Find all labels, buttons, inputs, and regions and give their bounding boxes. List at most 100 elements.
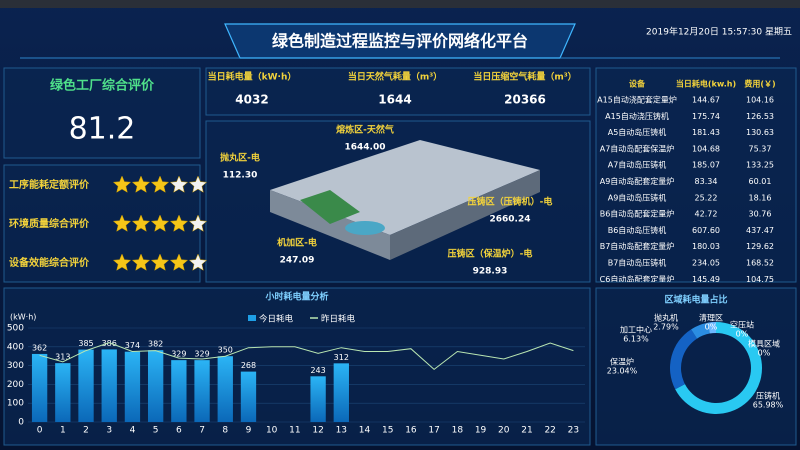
bar-value-label: 350 [218, 346, 233, 355]
area-label: 机加区-电 [277, 237, 317, 249]
y-axis-unit: (kW·h) [10, 313, 36, 322]
table-cell: B6自动岛压铸机 [608, 225, 667, 235]
bar-value-label: 374 [125, 341, 140, 350]
table-cell: 104.75 [746, 275, 774, 284]
table-cell: 75.37 [749, 144, 772, 153]
bar-value-label: 268 [241, 361, 256, 370]
bar [310, 376, 326, 422]
star [188, 253, 208, 271]
table-cell: 185.07 [692, 161, 720, 170]
bar [78, 349, 94, 422]
table-cell: 437.47 [746, 226, 774, 235]
slice-label: 压铸机 [756, 391, 780, 401]
bar [240, 371, 257, 422]
table-cell: A7自动岛压铸机 [608, 160, 667, 170]
legend-label: 昨日耗电 [321, 314, 356, 325]
x-tick-label: 14 [359, 426, 371, 436]
star [188, 175, 208, 193]
slice-label: 模具区域 [748, 339, 780, 349]
y-tick-label: 400 [7, 342, 24, 352]
area-value: 247.09 [280, 256, 315, 266]
kpi-label: 当日压缩空气耗量（m³） [473, 71, 576, 83]
bar-value-label: 329 [194, 350, 209, 359]
kpi-label: 当日天然气耗量（m³） [348, 71, 442, 83]
x-tick-label: 18 [452, 426, 464, 436]
table-header: 费用(￥) [744, 79, 775, 89]
score-value: 81.2 [69, 112, 136, 147]
page-title: 绿色制造过程监控与评价网络化平台 [272, 32, 528, 51]
bar-value-label: 312 [334, 353, 349, 362]
star [169, 175, 189, 193]
donut-slice [707, 322, 716, 334]
table-cell: 180.03 [692, 242, 720, 251]
table-cell: 83.34 [695, 177, 718, 186]
area-value: 112.30 [223, 171, 258, 181]
kpi-value: 4032 [235, 93, 268, 107]
kpi-value: 20366 [504, 93, 546, 107]
bar-value-label: 362 [32, 343, 47, 352]
star [188, 214, 208, 232]
score-panel [3, 67, 201, 159]
score-title: 绿色工厂综合评价 [50, 78, 155, 94]
slice-value-label: 2.79% [653, 323, 679, 332]
star [112, 253, 132, 271]
bar-value-label: 382 [148, 340, 163, 349]
x-tick-label: 6 [176, 426, 182, 436]
kpi-panel [205, 67, 591, 116]
y-tick-label: 0 [18, 418, 24, 428]
x-tick-label: 7 [199, 426, 205, 436]
table-cell: 25.22 [695, 193, 718, 202]
slice-label: 清理区 [699, 313, 723, 323]
x-tick-label: 12 [312, 426, 323, 436]
x-tick-label: 19 [475, 426, 487, 436]
legend-swatch [248, 315, 256, 321]
x-tick-label: 5 [153, 426, 159, 436]
kpi-label: 当日耗电量（kW·h） [208, 71, 297, 83]
donut-slice [691, 322, 710, 339]
y-tick-label: 300 [7, 361, 24, 371]
x-tick-label: 1 [60, 426, 66, 436]
area-label: 压铸区（保温炉）-电 [448, 248, 533, 260]
table-cell: 234.05 [692, 259, 720, 268]
table-cell: 30.76 [749, 210, 772, 219]
x-tick-label: 4 [130, 426, 136, 436]
pond [345, 221, 385, 235]
table-cell: 144.67 [692, 96, 720, 105]
slice-label: 抛丸机 [654, 313, 678, 323]
star [169, 253, 189, 271]
x-tick-label: 10 [266, 426, 278, 436]
y-tick-label: 500 [7, 324, 24, 334]
bar-value-label: 313 [55, 353, 70, 362]
rating-label: 工序能耗定额评价 [9, 178, 90, 191]
table-cell: 133.25 [746, 161, 774, 170]
table-cell: 60.01 [749, 177, 772, 186]
donut-slice [670, 329, 698, 390]
table-cell: 175.74 [692, 112, 720, 121]
bar [101, 349, 117, 422]
table-cell: 181.43 [692, 128, 720, 137]
bar [333, 363, 349, 422]
star [169, 214, 189, 232]
table-panel [595, 67, 797, 283]
slice-label: 保温炉 [610, 357, 634, 367]
slice-value-label: 65.98% [753, 401, 784, 410]
bar-value-label: 243 [310, 366, 325, 375]
slice-value-label: 0% [705, 323, 718, 332]
table-cell: A9自动岛压铸机 [608, 192, 667, 202]
x-tick-label: 15 [382, 426, 393, 436]
x-tick-label: 17 [428, 426, 439, 436]
x-tick-label: 13 [336, 426, 347, 436]
line-series [39, 342, 574, 371]
table-cell: A15自动浇压铸机 [605, 111, 669, 121]
table-cell: 145.49 [692, 275, 720, 284]
table-cell: B7自动岛配套定量炉 [600, 241, 675, 251]
area-value: 2660.24 [490, 215, 531, 225]
table-cell: 42.72 [695, 210, 718, 219]
x-tick-label: 8 [222, 426, 228, 436]
rating-panel [3, 164, 201, 283]
star [131, 175, 151, 193]
table-cell: 607.60 [692, 226, 720, 235]
bar [217, 356, 233, 422]
wall [390, 170, 540, 260]
